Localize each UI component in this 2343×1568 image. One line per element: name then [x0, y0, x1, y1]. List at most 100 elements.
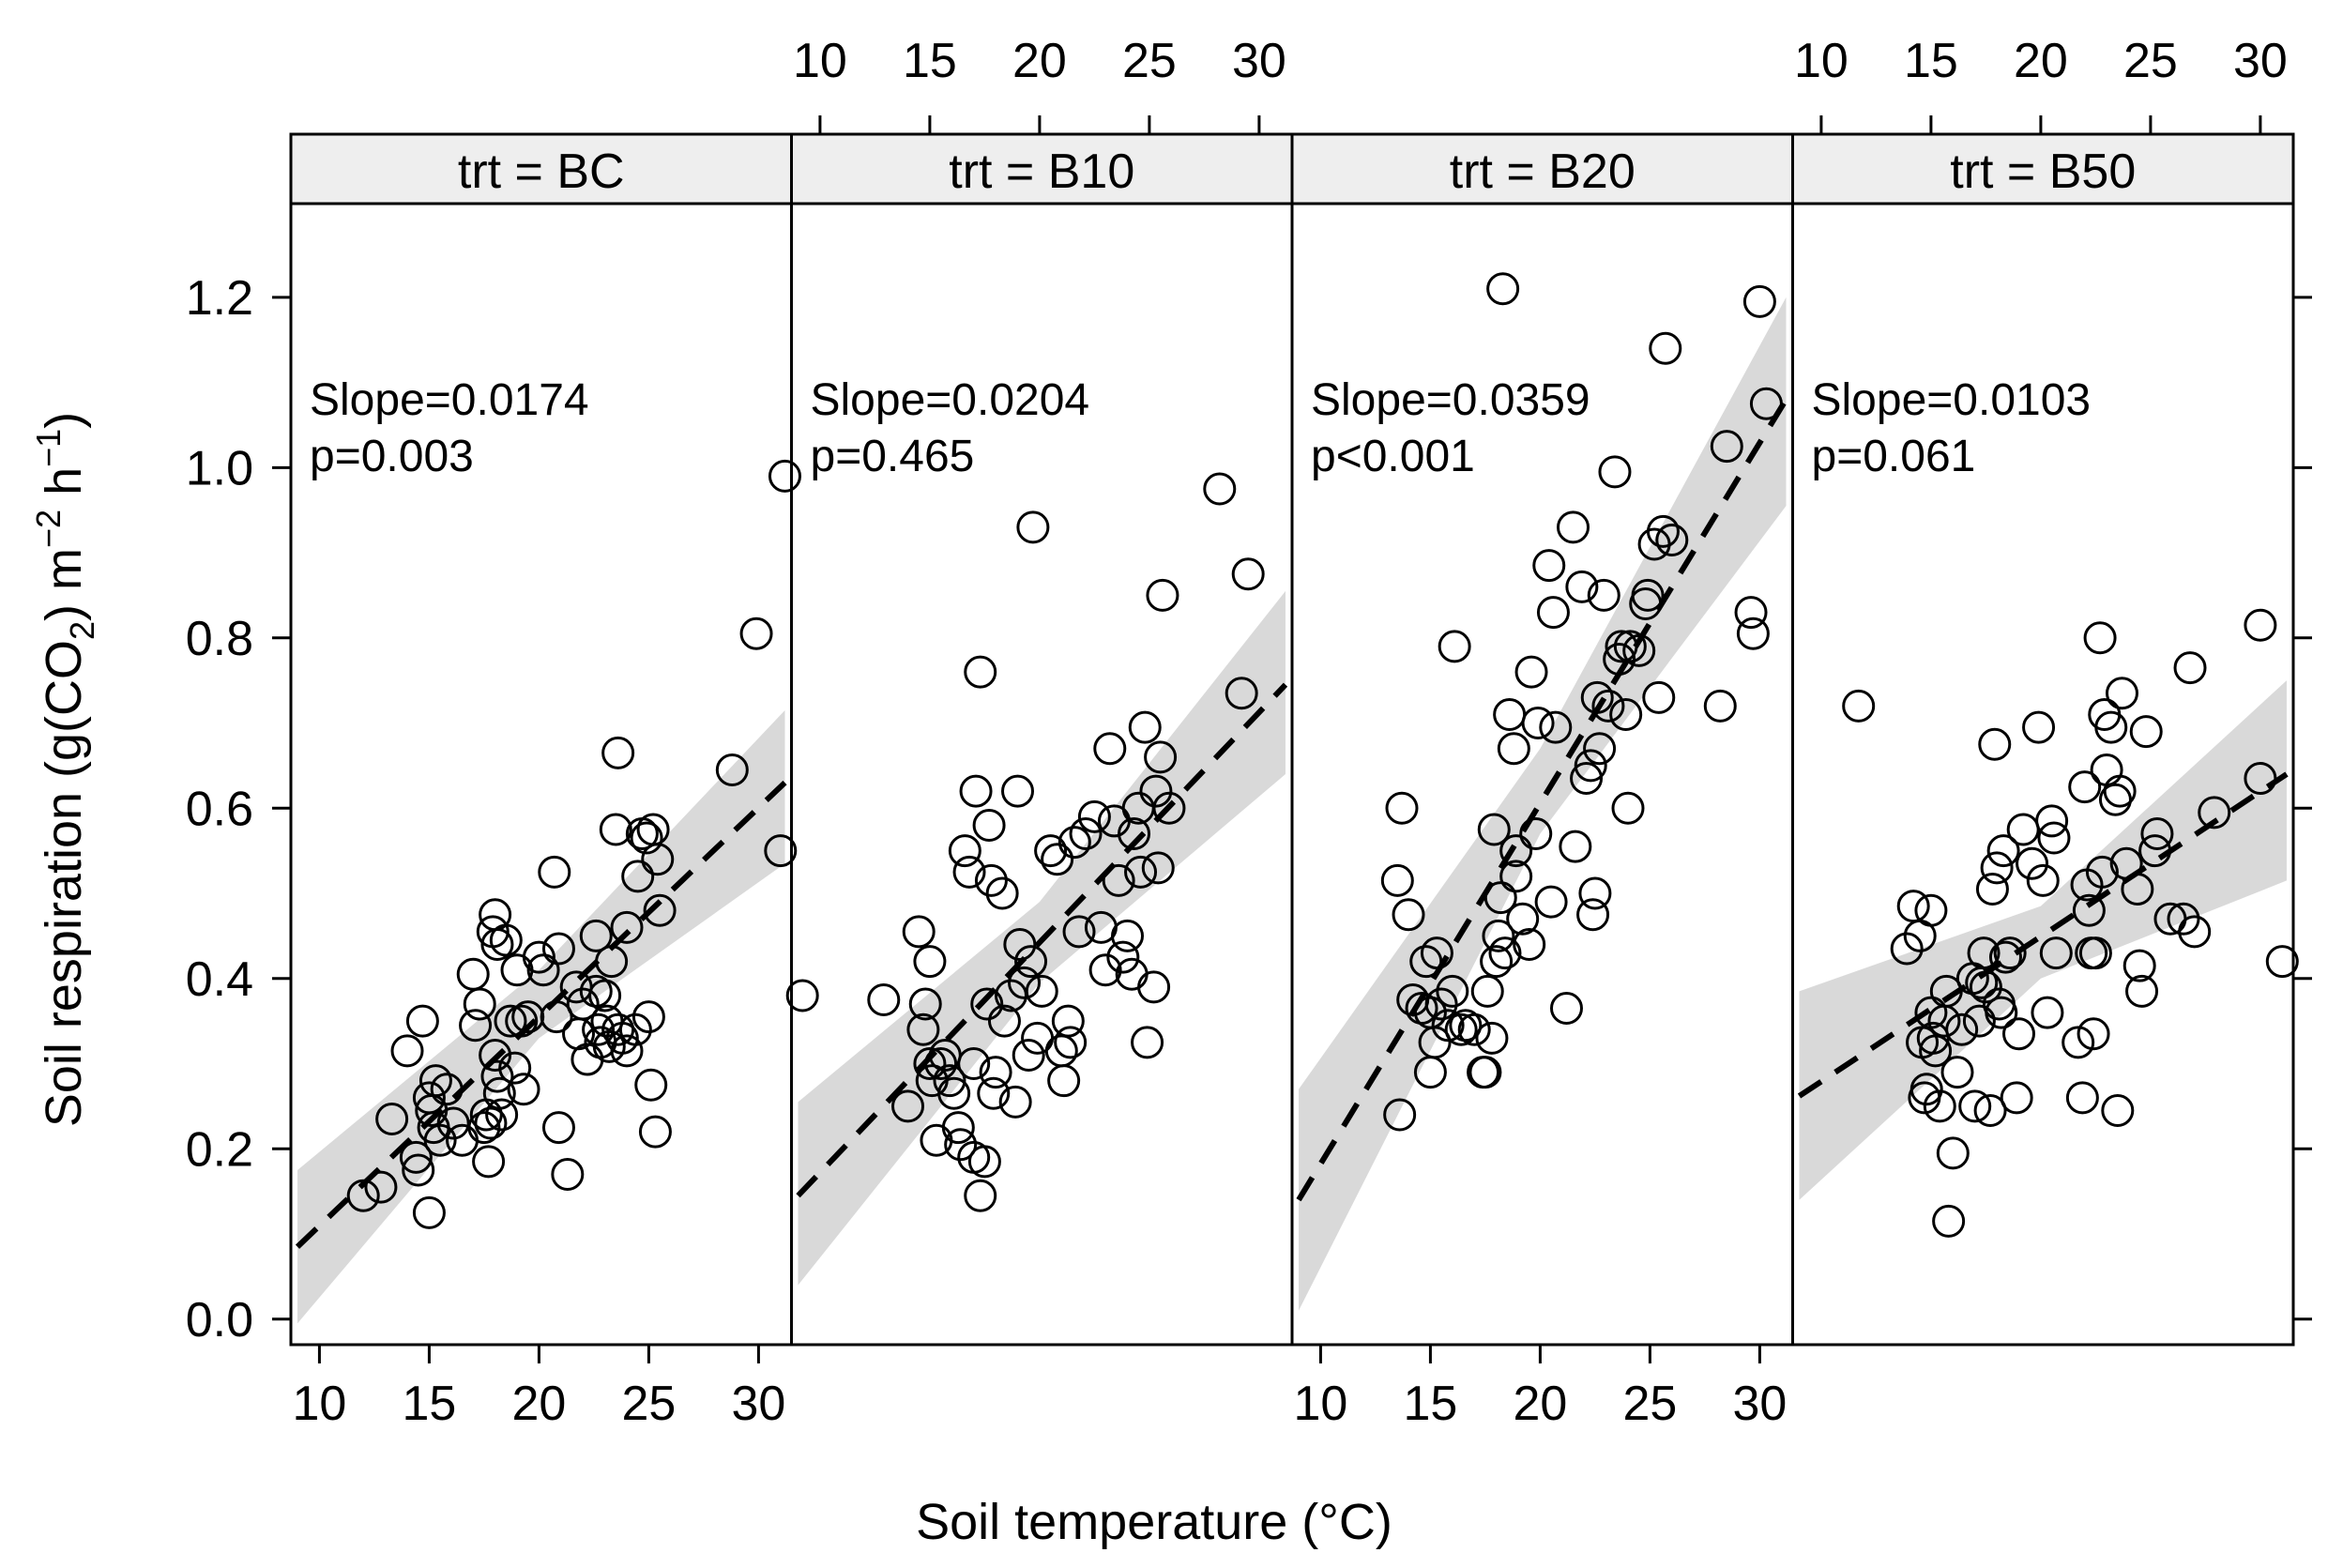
data-point	[1986, 834, 2020, 868]
data-point	[1141, 851, 1175, 885]
data-point	[2039, 936, 2073, 970]
data-point	[1418, 1026, 1452, 1059]
data-point	[1539, 710, 1573, 744]
data-point	[2016, 846, 2049, 880]
data-point	[579, 919, 613, 952]
data-point	[715, 753, 749, 786]
data-point	[1570, 762, 1604, 796]
data-point	[1842, 689, 1876, 723]
x-tick-label: 30	[1732, 1377, 1787, 1431]
data-point	[1980, 851, 2014, 885]
data-point	[2065, 1081, 2099, 1115]
data-point	[1431, 1009, 1465, 1043]
y-axis-title-part: Soil respiration (g(CO	[36, 640, 92, 1127]
data-point	[1565, 570, 1599, 603]
data-point	[630, 821, 663, 855]
data-point	[1611, 791, 1645, 825]
x-tick-label: 25	[621, 1377, 676, 1431]
data-point	[1420, 936, 1453, 970]
data-point	[1380, 863, 1414, 897]
data-point	[2244, 762, 2277, 796]
data-point	[1124, 855, 1158, 889]
data-point	[541, 932, 575, 966]
data-point	[2062, 1026, 2095, 1059]
y-tick-label: 0.2	[186, 1122, 253, 1177]
data-point	[1609, 697, 1643, 731]
data-point	[1468, 1056, 1502, 1089]
data-point	[1144, 740, 1178, 774]
x-tick-label: 30	[731, 1377, 785, 1431]
data-point	[998, 1085, 1032, 1119]
data-point	[967, 1145, 1001, 1179]
x-tick-label: 15	[1904, 34, 1958, 88]
data-point	[1967, 936, 2001, 970]
data-point	[1622, 633, 1656, 667]
x-tick-label: 25	[1122, 34, 1177, 88]
data-point	[430, 1073, 464, 1106]
data-point	[1499, 860, 1533, 893]
data-point	[1383, 1098, 1417, 1132]
data-point	[1497, 732, 1530, 766]
slope-label: Slope=0.0174	[310, 375, 589, 425]
data-point	[1985, 996, 2018, 1029]
data-point	[636, 813, 670, 846]
data-point	[1069, 817, 1103, 851]
data-point	[908, 987, 942, 1021]
data-point	[412, 1195, 446, 1229]
data-point	[1649, 331, 1682, 365]
data-point	[1587, 578, 1620, 612]
data-point	[1736, 617, 1770, 650]
data-point	[498, 1051, 532, 1085]
data-point	[768, 459, 801, 493]
data-point	[1128, 710, 1162, 744]
data-point	[2167, 902, 2200, 936]
data-point	[390, 1034, 424, 1068]
data-point	[2138, 834, 2172, 868]
slope-label: Slope=0.0359	[1311, 375, 1590, 425]
data-point	[952, 855, 986, 889]
data-point	[1646, 514, 1680, 548]
data-point	[739, 617, 773, 650]
data-point	[2078, 936, 2112, 970]
fit-line	[1296, 398, 1789, 1202]
data-point	[1521, 707, 1555, 740]
data-point	[1093, 732, 1127, 766]
data-point	[1488, 936, 1522, 970]
data-point	[1424, 987, 1458, 1021]
data-point	[1574, 749, 1607, 783]
data-point	[1536, 596, 1570, 630]
x-axis-title: Soil temperature (°C)	[916, 1494, 1392, 1550]
data-point	[1734, 596, 1768, 630]
data-point	[1057, 826, 1091, 860]
data-point	[634, 1068, 668, 1102]
data-point	[913, 1047, 947, 1081]
data-point	[1655, 523, 1689, 556]
data-point	[1139, 774, 1173, 808]
data-point	[2140, 817, 2174, 851]
data-point	[467, 1111, 501, 1145]
stat-annotations: Slope=0.0174 p=0.003 Slope=0.0204 p=0.465 Sl…	[310, 375, 2091, 481]
data-point	[1003, 927, 1037, 961]
data-point	[1642, 680, 1676, 714]
x-tick-label: 30	[2233, 34, 2288, 88]
data-point	[2103, 774, 2137, 808]
data-point	[641, 843, 675, 876]
x-tick-label: 10	[1293, 1377, 1347, 1431]
data-point	[1993, 936, 2027, 970]
data-point	[1152, 791, 1186, 825]
data-point	[948, 834, 981, 868]
data-point	[1111, 919, 1145, 952]
data-point	[1549, 992, 1583, 1026]
data-point	[418, 1064, 452, 1098]
y-tick-label: 0.0	[186, 1293, 253, 1347]
data-point	[1016, 510, 1050, 544]
data-point	[582, 1012, 616, 1046]
data-point	[1514, 655, 1548, 689]
data-point	[474, 1106, 508, 1140]
data-point	[2037, 821, 2071, 855]
data-point	[1749, 387, 1783, 420]
data-point	[1576, 898, 1610, 932]
data-point	[507, 1073, 540, 1106]
y-axis-title-superscript: −2	[29, 510, 68, 548]
data-point	[957, 1047, 991, 1081]
